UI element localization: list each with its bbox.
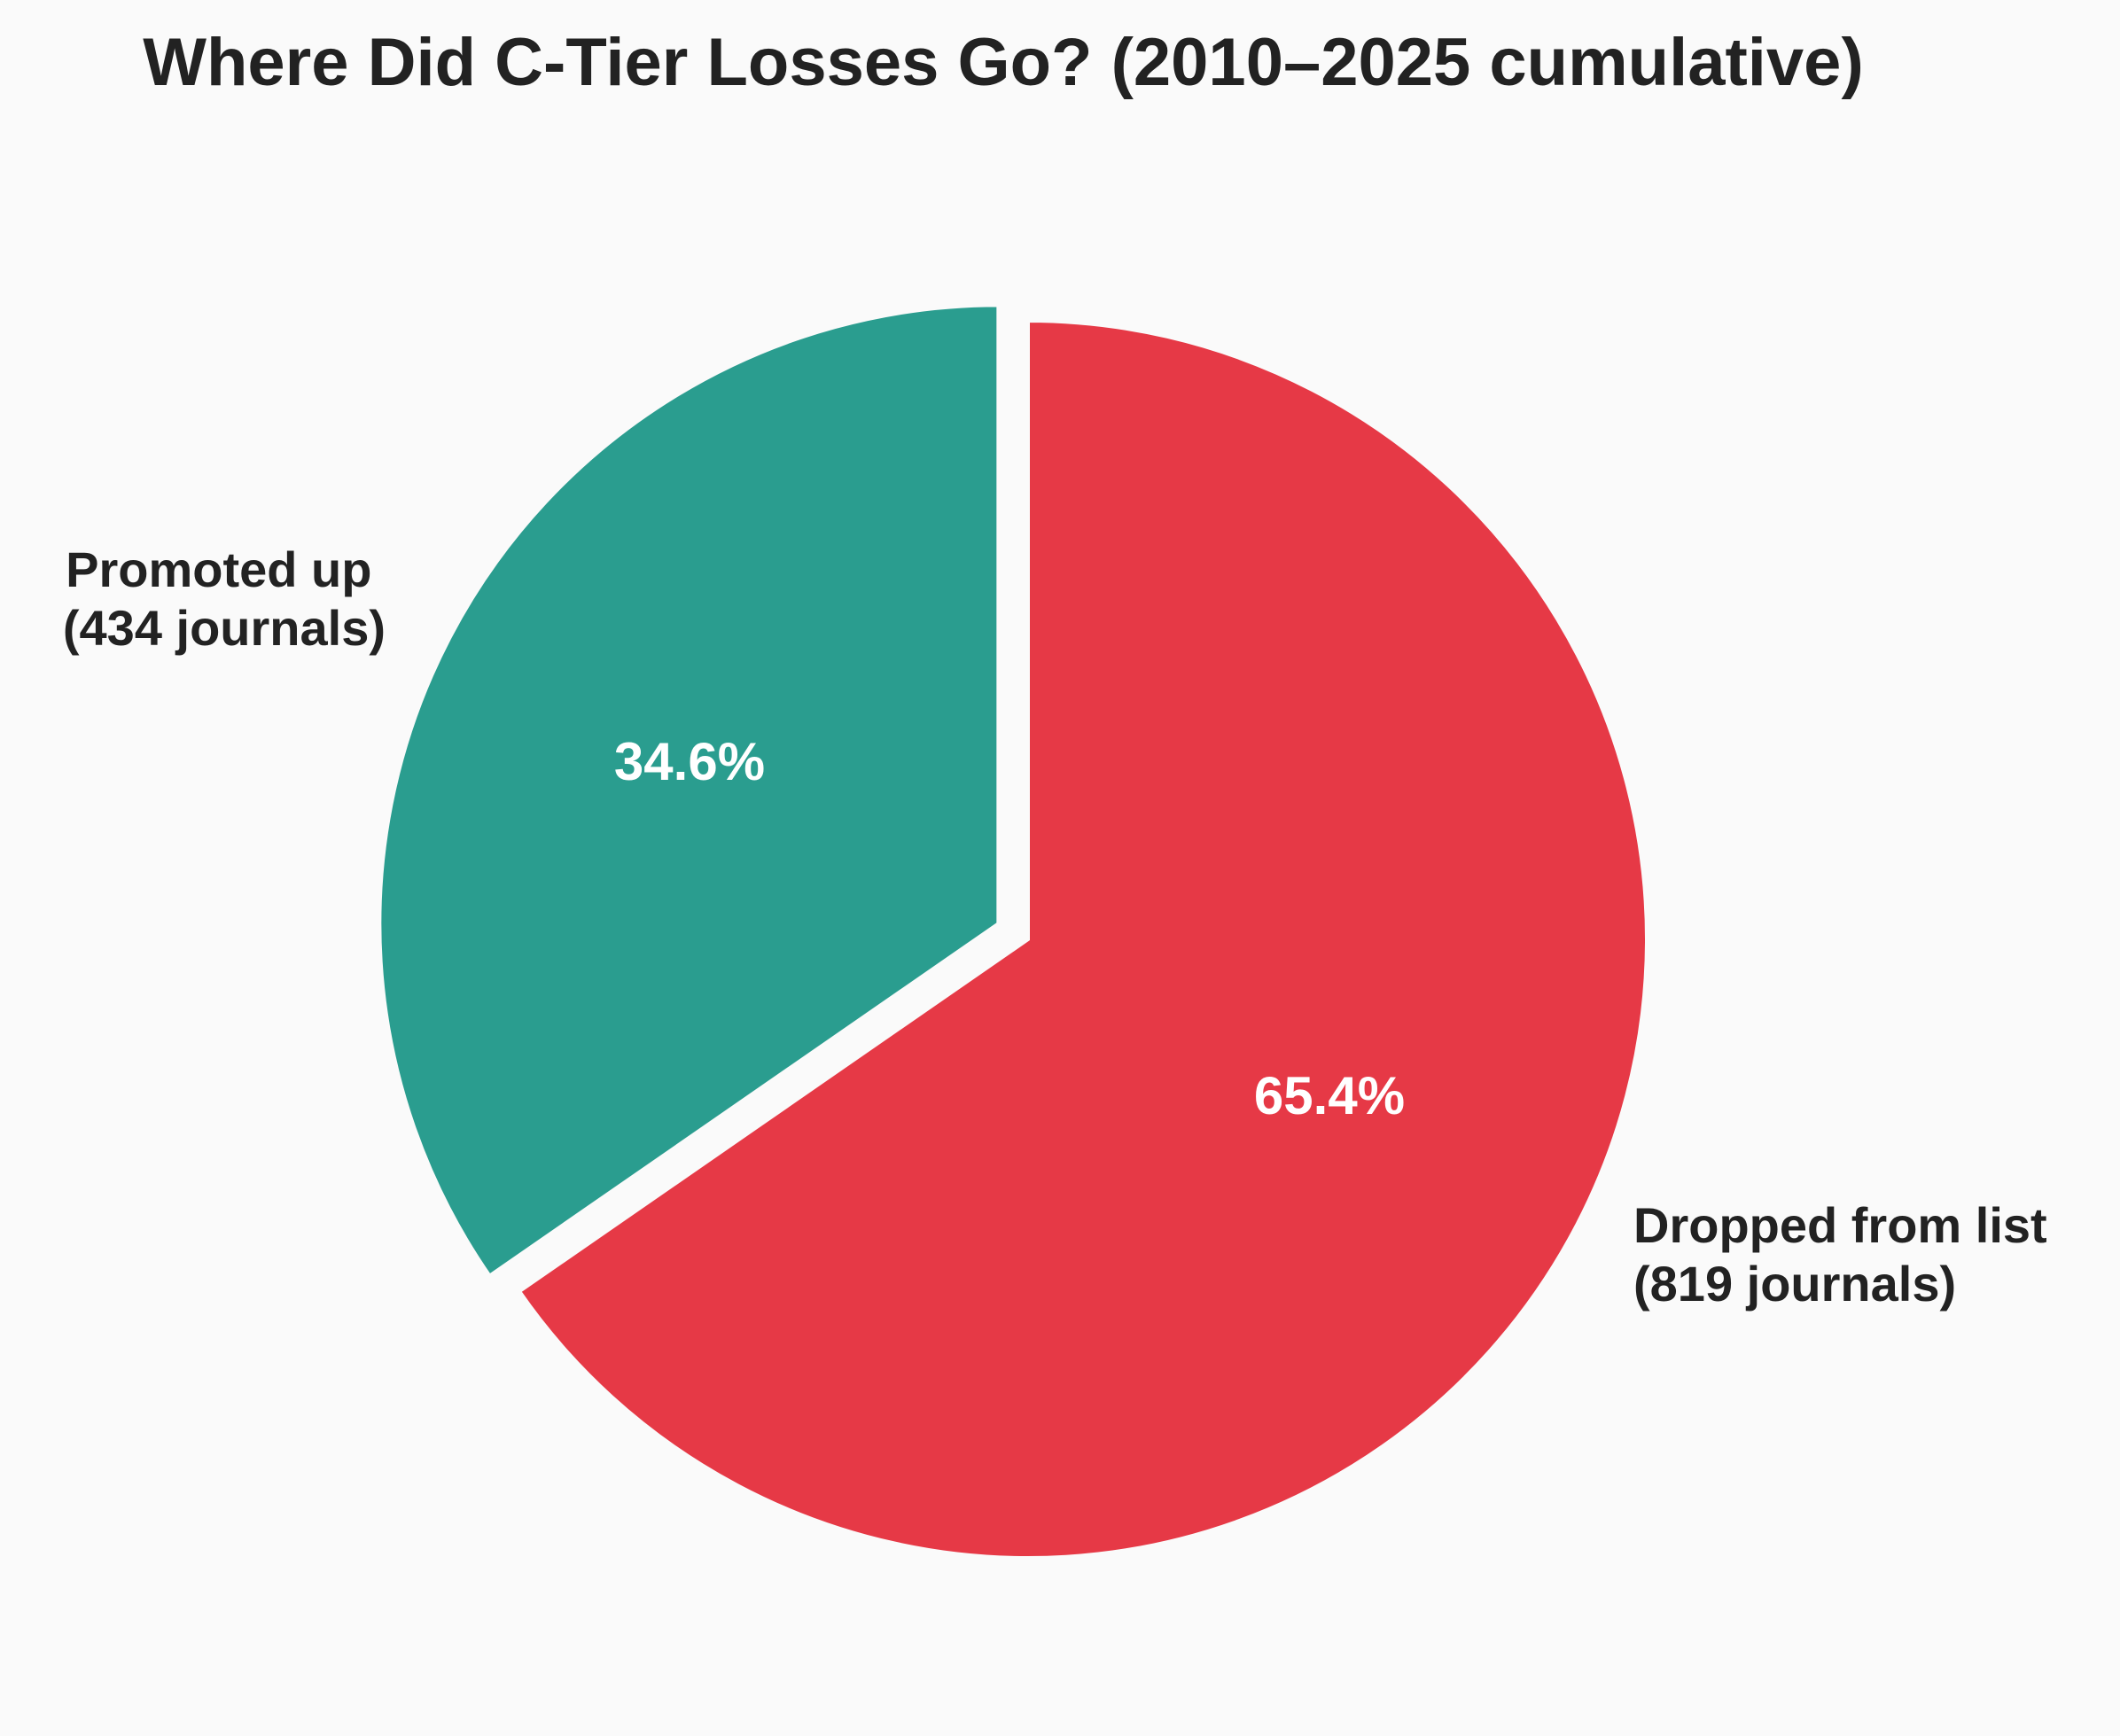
chart-title: Where Did C-Tier Losses Go? (2010–2025 c… xyxy=(143,25,1864,100)
pie-slices xyxy=(378,303,1648,1560)
slice-label-dropped-from-list: Dropped from list (819 journals) xyxy=(1633,1197,2061,1312)
slice-label-promoted-up: Promoted up (434 journals) xyxy=(63,541,386,656)
pie-slice-dropped-from-list xyxy=(517,318,1648,1560)
slice-label-promoted-up-line2: (434 journals) xyxy=(63,600,386,656)
slice-percent-dropped-from-list: 65.4% xyxy=(1254,1066,1405,1125)
slice-label-dropped-from-list-line2: (819 journals) xyxy=(1633,1256,1956,1312)
slice-percent-promoted-up: 34.6% xyxy=(614,732,765,791)
slice-label-promoted-up-line1: Promoted up xyxy=(66,541,371,597)
pie-slice-promoted-up xyxy=(378,303,1001,1279)
slice-label-dropped-from-list-line1: Dropped from list xyxy=(1633,1197,2047,1253)
